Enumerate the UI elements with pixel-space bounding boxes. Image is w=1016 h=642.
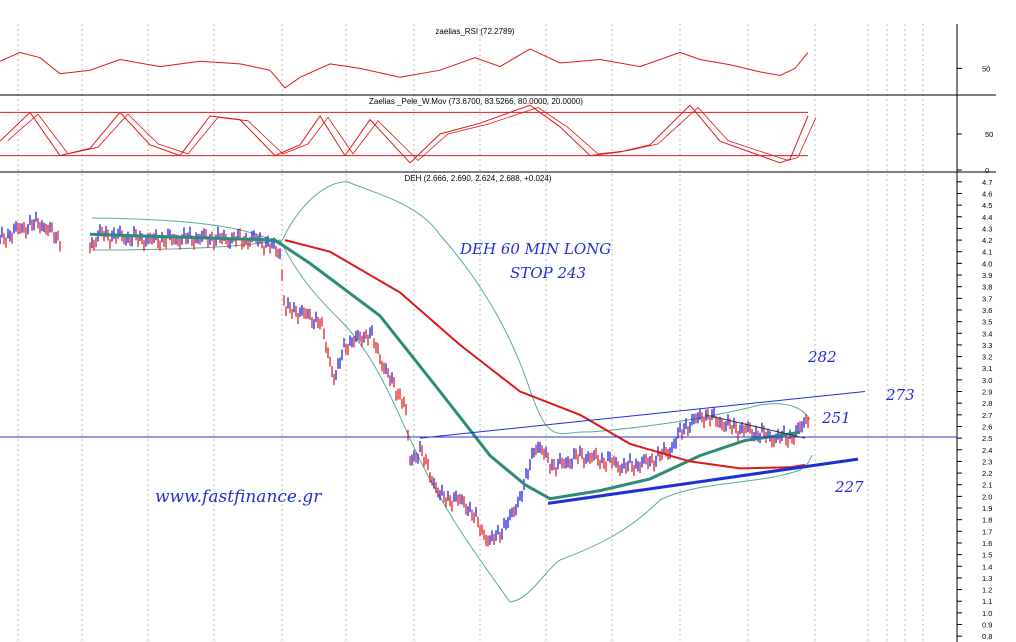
tick-label: 1.0 (982, 609, 992, 618)
trendline (547, 457, 859, 505)
tick-label: 4.2 (982, 236, 992, 245)
tick-label: 3.0 (982, 376, 992, 385)
level-251-label: 251 (821, 409, 851, 427)
tick-label: 3.4 (982, 329, 992, 338)
wmov-panel: Zaelias _Pele_W.Mov (73.6700, 83.5266, 8… (0, 97, 993, 175)
tick-label: 2.4 (982, 446, 992, 455)
tick-label: 4.0 (982, 259, 992, 268)
price-bars (0, 211, 809, 547)
vertical-grid (17, 24, 924, 642)
tick-label: 50 (985, 130, 993, 139)
wmov-line (0, 104, 809, 164)
rsi-title: zaelias_RSI (72.2789) (435, 27, 514, 36)
tick-label: 4.4 (982, 213, 992, 222)
level-227-label: 227 (834, 478, 864, 496)
tick-label: 1.2 (982, 586, 992, 595)
bollinger-lower (91, 239, 813, 603)
trendline (704, 414, 806, 439)
setup-note-line2: STOP 243 (510, 264, 586, 282)
tick-label: 3.1 (982, 364, 992, 373)
price-title: DEH (2.666, 2.690, 2.624, 2.688, +0.024) (405, 174, 552, 183)
tick-label: 2.0 (982, 492, 992, 501)
trendlines (419, 391, 866, 505)
tick-label: 2.9 (982, 388, 992, 397)
wmov-signal-line (7, 106, 817, 162)
tick-label: 2.5 (982, 434, 992, 443)
tick-label: 3.8 (982, 283, 992, 292)
tick-label: 3.3 (982, 341, 992, 350)
website-note: www.fastfinance.gr (155, 487, 322, 507)
tick-label: 1.8 (982, 516, 992, 525)
rsi-line (0, 48, 809, 89)
tick-label: 1.7 (982, 527, 992, 536)
bollinger-upper (91, 181, 811, 435)
tick-label: 1.5 (982, 551, 992, 560)
tick-label: 4.6 (982, 189, 992, 198)
tick-label: 3.6 (982, 306, 992, 315)
tick-label: 2.3 (982, 457, 992, 466)
tick-label: 2.7 (982, 411, 992, 420)
price-axis: 4.7 4.6 4.5 4.4 4.3 4.2 4.1 4.0 3.9 3.8 3.7 3.6 3.5 3… (957, 178, 992, 641)
tick-label: 1.1 (982, 597, 992, 606)
moving-average-slow (284, 239, 806, 470)
tick-label: 3.2 (982, 353, 992, 362)
wmov-title: Zaelias _Pele_W.Mov (73.6700, 83.5266, 8… (369, 97, 583, 106)
level-273-label: 273 (885, 386, 915, 404)
moving-average-fast (89, 232, 801, 501)
price-panel: DEH (2.666, 2.690, 2.624, 2.688, +0.024)… (0, 174, 992, 641)
tick-label: 0 (985, 166, 989, 175)
tick-label: 3.9 (982, 271, 992, 280)
tick-label: 2.2 (982, 469, 992, 478)
level-282-label: 282 (807, 348, 837, 366)
tick-label: 4.7 (982, 178, 992, 187)
tick-label: 50 (982, 64, 990, 73)
tick-label: 0.8 (982, 632, 992, 641)
tick-label: 2.1 (982, 481, 992, 490)
tick-label: 1.6 (982, 539, 992, 548)
rsi-axis: 50 (957, 64, 990, 73)
annotations: DEH 60 MIN LONG STOP 243 www.fastfinance… (155, 240, 915, 507)
tick-label: 1.3 (982, 574, 992, 583)
rsi-panel: zaelias_RSI (72.2789) 50 (0, 27, 990, 89)
tick-label: 4.3 (982, 224, 992, 233)
tick-label: 4.5 (982, 201, 992, 210)
tick-label: 2.8 (982, 399, 992, 408)
tick-label: 1.9 (982, 504, 992, 513)
tick-label: 3.7 (982, 294, 992, 303)
wmov-axis: 50 0 (957, 130, 993, 175)
tick-label: 4.1 (982, 248, 992, 257)
tick-label: 2.6 (982, 422, 992, 431)
tick-label: 3.5 (982, 318, 992, 327)
tick-label: 0.9 (982, 621, 992, 630)
trendline (419, 391, 866, 439)
tick-label: 1.4 (982, 562, 992, 571)
setup-note-line1: DEH 60 MIN LONG (459, 240, 611, 258)
